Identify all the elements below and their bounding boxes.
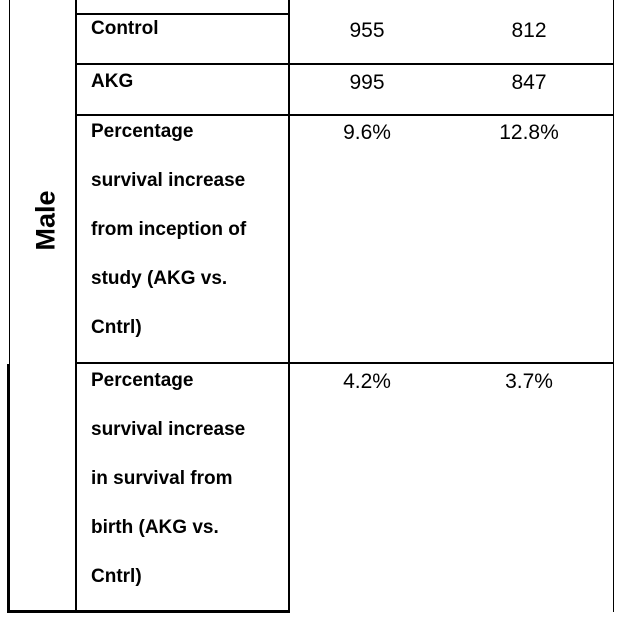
row-label-line: in survival from [91,468,233,489]
table-border-right [613,0,614,612]
cell-inception-col1: 9.6% [343,121,391,144]
cell-birth-col2: 3.7% [505,370,553,393]
group-label: Male [30,189,61,251]
row-label-line: Percentage [91,370,194,391]
row-label-increase-inception: Percentage survival increase from incept… [91,107,246,352]
row-label-akg: AKG [91,57,133,106]
label-column-divider [288,0,290,612]
cell-control-col1: 955 [349,19,385,42]
row-divider-3 [75,362,614,364]
row-label-line: survival increase [91,170,246,191]
row-label-line: Cntrl) [91,566,142,587]
row-label-line: Percentage [91,121,194,142]
row-label-line: survival increase [91,419,246,440]
group-label-cell: Male [16,130,76,310]
table-border-bottom [7,610,290,613]
row-divider-top [75,13,290,15]
cell-control-col2: 812 [511,19,547,42]
row-label-line: study (AKG vs. [91,268,228,289]
row-divider-1 [75,63,614,65]
group-column-divider [75,0,77,612]
row-label-control: Control [91,4,159,53]
row-divider-2 [75,114,614,116]
row-label-line: Control [91,18,159,39]
row-label-line: AKG [91,71,134,92]
cell-akg-col2: 847 [511,71,547,94]
row-label-line: Cntrl) [91,317,142,338]
cell-akg-col1: 995 [349,71,385,94]
table-border-left-lower [7,364,10,612]
row-label-increase-birth: Percentage survival increase in survival… [91,356,245,601]
cell-birth-col1: 4.2% [343,370,391,393]
cell-inception-col2: 12.8% [499,121,559,144]
row-label-line: from inception of [91,219,247,240]
row-label-line: birth (AKG vs. [91,517,219,538]
table-border-left-upper [9,0,10,364]
